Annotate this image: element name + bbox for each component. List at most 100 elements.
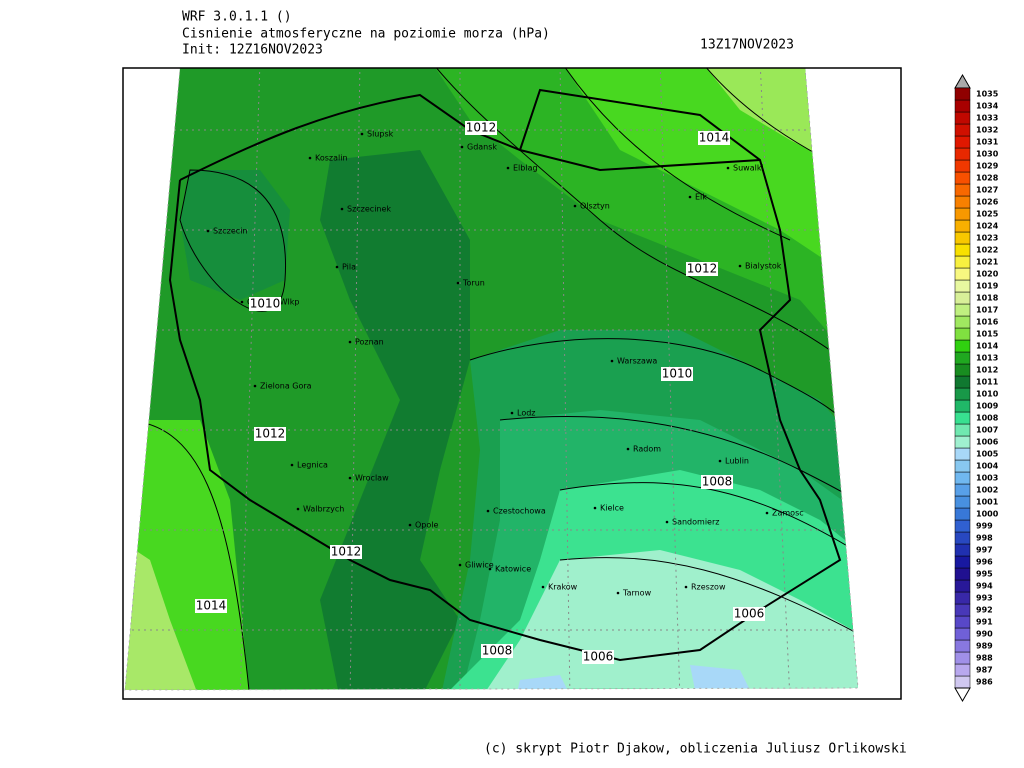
colorbar-label: 1028 — [976, 174, 999, 183]
contour-label-bg — [249, 297, 281, 311]
colorbar-box — [954, 627, 971, 641]
colorbar-label: 1004 — [976, 462, 999, 471]
city-label: Tarnow — [622, 589, 652, 598]
city-label: Legnica — [297, 461, 328, 470]
city-label: Kielce — [600, 504, 624, 513]
city-label: Poznan — [355, 338, 384, 347]
contour-label: 1006 — [734, 607, 765, 621]
borders — [168, 88, 842, 662]
colorbar-box — [954, 363, 971, 377]
contour-label: 1012 — [255, 427, 286, 441]
city-label: Radom — [633, 445, 661, 454]
city-label: Walbrzych — [303, 505, 344, 514]
city-marker — [240, 300, 244, 304]
colorbar-label: 1033 — [976, 114, 998, 123]
city-marker — [610, 359, 614, 363]
colorbar-label: 1023 — [976, 234, 998, 243]
contour-label-bg — [661, 367, 693, 381]
map-title: Cisnienie atmosferyczne na poziomie morz… — [182, 27, 550, 42]
city-marker — [573, 204, 577, 208]
city-label: Suwalki — [733, 164, 764, 173]
city-marker — [348, 476, 352, 480]
city-label: Wroclaw — [355, 474, 389, 483]
city-marker — [616, 591, 620, 595]
colorbar-box — [954, 411, 971, 425]
city-label: Szczecinek — [347, 205, 391, 214]
colorbar-box — [954, 603, 971, 617]
city-label: Elblag — [513, 164, 538, 173]
city-marker — [626, 447, 630, 451]
contour-label: 1006 — [583, 650, 614, 664]
colorbar-label: 1032 — [976, 126, 998, 135]
colorbar-box — [954, 399, 971, 413]
colorbar-box — [954, 195, 971, 209]
colorbar-label: 1031 — [976, 138, 999, 147]
colorbar-label: 1022 — [976, 246, 998, 255]
colorbar-label: 1010 — [976, 390, 999, 399]
city-marker — [510, 411, 514, 415]
colorbar-bottom-arrow — [954, 687, 971, 703]
colorbar-box — [954, 135, 971, 149]
colorbar-box — [954, 639, 971, 653]
colorbar-box — [954, 651, 971, 665]
colorbar-label: 1012 — [976, 366, 998, 375]
city-label: Katowice — [495, 565, 531, 574]
contour-label: 1014 — [196, 599, 227, 613]
colorbar-label: 1035 — [976, 90, 999, 99]
colorbar-label: 989 — [976, 642, 993, 651]
colorbar-label: 1021 — [976, 258, 999, 267]
city-marker — [765, 511, 769, 515]
contour-label: 1012 — [466, 121, 497, 135]
colorbar-box — [954, 219, 971, 233]
colorbar-box — [954, 207, 971, 221]
colorbar-box — [954, 327, 971, 341]
contour-label: 1008 — [702, 475, 733, 489]
contour-label-bg — [481, 644, 513, 658]
city-label: Bialystok — [745, 262, 782, 271]
init-label: Init: 12Z16NOV2023 — [182, 43, 323, 58]
colorbar-box — [954, 615, 971, 629]
colorbar-label: 986 — [976, 678, 993, 687]
colorbar-label: 999 — [976, 522, 993, 531]
colorbar-box — [954, 591, 971, 605]
colorbar-box — [954, 423, 971, 437]
city-marker — [488, 567, 492, 571]
colorbar-box — [954, 243, 971, 257]
city-marker — [340, 207, 344, 211]
city-label: Gdansk — [467, 143, 497, 152]
city-marker — [726, 166, 730, 170]
city-marker — [206, 229, 210, 233]
colorbar-label: 1015 — [976, 330, 999, 339]
colorbar-label: 1018 — [976, 294, 999, 303]
city-label: Lodz — [517, 409, 536, 418]
contour-label-bg — [701, 475, 733, 489]
city-marker — [688, 195, 692, 199]
colorbar-box — [954, 471, 971, 485]
colorbar-box — [954, 387, 971, 401]
colorbar-label: 1020 — [976, 270, 999, 279]
colorbar-label: 998 — [976, 534, 993, 543]
colorbar-label: 1007 — [976, 426, 998, 435]
graticule — [125, 68, 858, 690]
city-marker — [296, 507, 300, 511]
colorbar-box — [954, 279, 971, 293]
colorbar-label: 1011 — [976, 378, 999, 387]
colorbar-label: 1006 — [976, 438, 999, 447]
colorbar-label: 1005 — [976, 450, 999, 459]
contour-label: 1010 — [662, 367, 693, 381]
colorbar-label: 994 — [976, 582, 993, 591]
city-label: Sandomierz — [672, 518, 719, 527]
credits: (c) skrypt Piotr Djakow, obliczenia Juli… — [484, 742, 907, 757]
city-label: Pila — [342, 263, 356, 272]
colorbar-label: 1009 — [976, 402, 999, 411]
colorbar-box — [954, 351, 971, 365]
colorbar-label: 1002 — [976, 486, 998, 495]
city-marker — [456, 281, 460, 285]
map-frame — [122, 67, 902, 700]
colorbar-box — [954, 87, 971, 101]
colorbar-box — [954, 159, 971, 173]
contour-label-bg — [698, 131, 730, 145]
city-marker — [308, 156, 312, 160]
